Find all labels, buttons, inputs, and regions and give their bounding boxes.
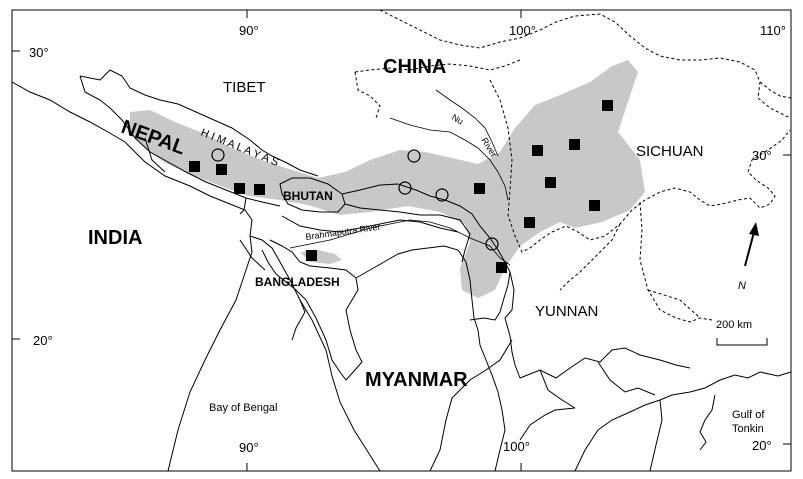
tibet-label: TIBET — [223, 79, 266, 96]
occurrence-circle — [435, 188, 449, 202]
occurrence-square — [216, 164, 227, 175]
frame-ticks — [12, 10, 791, 471]
occurrence-square — [589, 200, 600, 211]
scale-label: 200 km — [716, 319, 752, 331]
brahmaputra-river-label: Brahmaputra River — [305, 222, 381, 242]
occurrence-square — [602, 100, 613, 111]
lat-30-left-label: 30° — [29, 45, 49, 60]
occurrence-squares — [189, 100, 613, 273]
nu-river-label-line2: River — [479, 136, 499, 159]
occurrence-square — [254, 184, 265, 195]
lat-20-right-label: 20° — [752, 438, 772, 453]
rivers — [289, 89, 511, 266]
occurrence-circles — [211, 148, 499, 251]
occurrence-square — [532, 145, 543, 156]
region-labels: TIBET CHINA NEPAL H I M A L A Y A S BHUT… — [88, 56, 765, 435]
coordinate-labels: 90° 100° 110° 90° 100° 30° 20° 30° 20° — [29, 23, 786, 455]
occurrence-square — [496, 262, 507, 273]
occurrence-square — [545, 177, 556, 188]
occurrence-circle — [398, 181, 412, 195]
occurrence-square — [189, 161, 200, 172]
occurrence-circle — [407, 149, 421, 163]
north-arrow: N — [738, 222, 759, 292]
occurrence-square — [474, 183, 485, 194]
occurrence-circle — [485, 237, 499, 251]
map-frame — [11, 9, 792, 472]
occurrence-square — [306, 250, 317, 261]
sichuan-label: SICHUAN — [636, 143, 704, 160]
bay-of-bengal-label: Bay of Bengal — [209, 402, 278, 414]
species-range — [130, 60, 645, 298]
myanmar-label: MYANMAR — [365, 369, 468, 391]
lon-100-top-label: 100° — [509, 23, 536, 38]
lon-110-top-label: 110° — [760, 23, 786, 38]
lon-90-bottom-label: 90° — [239, 440, 259, 455]
china-label: CHINA — [383, 56, 446, 78]
lon-100-bottom-label: 100° — [503, 439, 530, 454]
scale-bar: 200 km — [716, 319, 768, 346]
national-borders — [79, 69, 691, 472]
nu-river-label-line1: Nu — [450, 112, 465, 126]
north-label: N — [738, 280, 746, 292]
yunnan-label: YUNNAN — [535, 303, 598, 320]
occurrence-circle — [211, 148, 225, 162]
gulf-of-tonkin-label-line2: Tonkin — [732, 423, 764, 435]
bhutan-label: BHUTAN — [283, 189, 333, 203]
lat-30-right-label: 30° — [752, 148, 772, 163]
occurrence-square — [234, 183, 245, 194]
province-borders — [354, 9, 792, 323]
lat-20-left-label: 20° — [33, 333, 53, 348]
occurrence-square — [524, 217, 535, 228]
lon-90-top-label: 90° — [239, 23, 259, 38]
coastlines — [11, 81, 792, 472]
gulf-of-tonkin-label-line1: Gulf of — [732, 409, 765, 421]
india-label: INDIA — [88, 227, 142, 249]
bangladesh-label: BANGLADESH — [255, 275, 340, 289]
occurrence-square — [569, 139, 580, 150]
